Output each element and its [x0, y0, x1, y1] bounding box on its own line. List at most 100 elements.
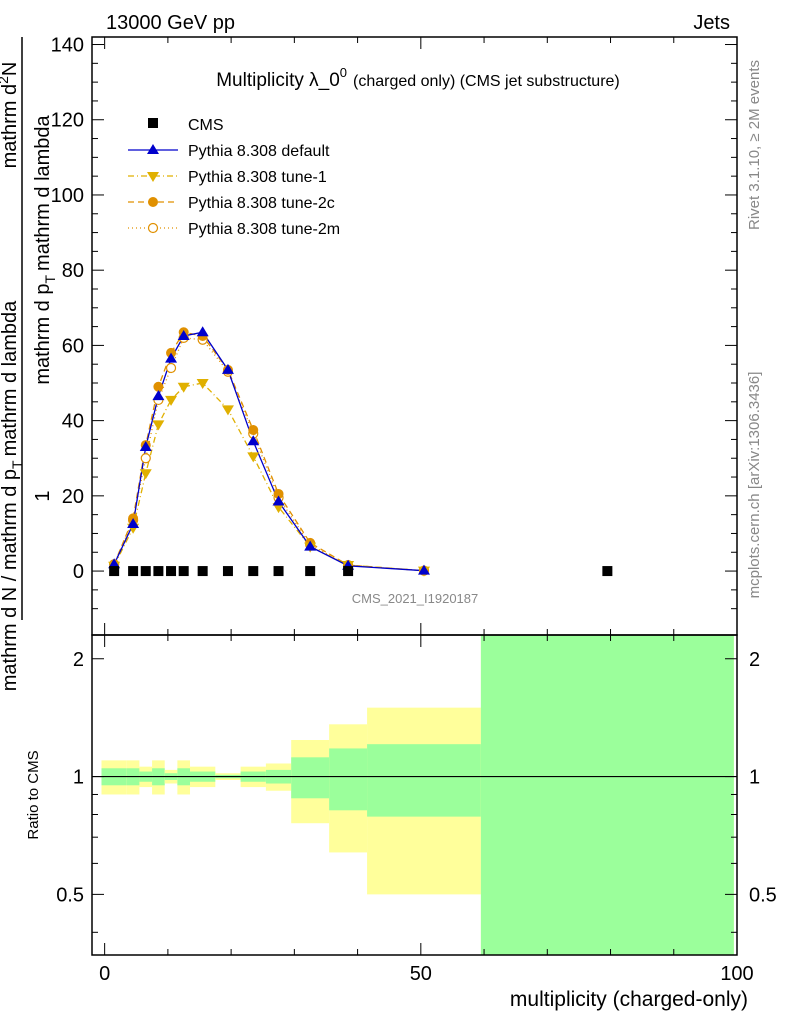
data-point-cms	[602, 566, 613, 577]
legend-entry-default: Pythia 8.308 default	[128, 143, 330, 160]
data-point-cms	[178, 566, 189, 577]
data-point-tune1	[272, 503, 285, 514]
legend: CMS Pythia 8.308 default Pythia 8.308 tu…	[128, 117, 340, 238]
legend-marker-tune1	[147, 172, 159, 182]
ratio-band-inner	[480, 635, 734, 955]
data-point-tune2c	[153, 381, 164, 392]
ratio-ylabel: Ratio to CMS	[25, 750, 42, 839]
data-point-cms	[109, 566, 120, 577]
ratio-frame	[91, 634, 738, 956]
ylabel-num-tail: N	[0, 62, 21, 76]
ratio-tick-label-right: 0.5	[749, 884, 777, 906]
legend-label-tune2c: Pythia 8.308 tune-2c	[188, 195, 335, 212]
data-point-cms	[197, 566, 208, 577]
plot-title: Multiplicity λ_00 (charged only) (CMS jet…	[216, 65, 620, 91]
ylabel-num: mathrm d	[0, 84, 21, 168]
ylabel-inner-den: mathrm d pTmathrm d lambda	[32, 114, 58, 384]
ylabel-den-a: mathrm d N / mathrm d p	[0, 469, 21, 691]
y-tick-label: 140	[51, 35, 84, 57]
ylabel-den2-tail: mathrm d lambda	[32, 114, 54, 270]
legend-marker-tune2m	[147, 222, 159, 234]
legend-label-default: Pythia 8.308 default	[188, 143, 330, 160]
data-point-tune1	[196, 379, 209, 390]
series-line-tune1	[113, 382, 425, 572]
legend-entry-cms: CMS	[148, 117, 224, 134]
ratio-tick-label-right: 1	[749, 767, 760, 789]
legend-marker-tune2c	[148, 197, 158, 207]
series-line-default	[113, 331, 425, 572]
legend-marker-cms	[148, 118, 158, 128]
y-tick-label: 100	[51, 185, 84, 207]
header-right: Jets	[693, 12, 730, 34]
legend-entry-tune2m: Pythia 8.308 tune-2m	[128, 221, 340, 238]
legend-label-tune2m: Pythia 8.308 tune-2m	[188, 221, 340, 238]
ylabel-den-sub: T	[9, 460, 25, 469]
x-tick-label: 50	[410, 963, 432, 985]
header-left: 13000 GeV pp	[106, 12, 235, 34]
data-point-default	[304, 540, 317, 551]
ratio-band-inner	[367, 744, 481, 817]
x-tick-label: 0	[99, 963, 110, 985]
ylabel-num-sup: 2	[0, 76, 11, 84]
data-point-tune2m	[140, 453, 151, 464]
y-tick-label: 0	[73, 561, 84, 583]
data-point-default	[196, 326, 209, 337]
analysis-watermark: CMS_2021_I1920187	[352, 591, 479, 606]
data-point-cms	[153, 566, 164, 577]
data-point-cms	[273, 566, 284, 577]
data-point-default	[139, 440, 152, 451]
y-tick-label: 20	[62, 486, 84, 508]
data-point-tune1	[177, 382, 190, 393]
y-tick-label: 80	[62, 260, 84, 282]
rivet-label: Rivet 3.1.10, ≥ 2M events	[746, 60, 763, 230]
ylabel-den-tail: mathrm d lambda	[0, 300, 21, 456]
data-point-tune2c	[248, 425, 259, 436]
ratio-tick-label-left: 2	[73, 649, 84, 671]
data-point-cms	[166, 566, 177, 577]
y-tick-label: 40	[62, 411, 84, 433]
plot-title-main: Multiplicity λ_0	[216, 70, 340, 91]
data-point-default	[177, 330, 190, 340]
data-point-cms	[248, 566, 259, 577]
ylabel-den2-sub: T	[42, 275, 58, 284]
x-tick-label: 100	[720, 963, 753, 985]
ratio-band-inner	[291, 757, 330, 799]
ratio-tick-label-left: 1	[73, 767, 84, 789]
mcplots-label: mcplots.cern.ch [arXiv:1306.3436]	[746, 372, 763, 599]
legend-entry-tune2c: Pythia 8.308 tune-2c	[128, 195, 335, 212]
data-point-tune1	[165, 395, 178, 406]
data-point-tune2c	[273, 488, 284, 499]
data-point-tune2m	[165, 362, 177, 374]
data-point-cms	[140, 566, 151, 577]
ylabel-numerator-one: 1	[32, 490, 54, 501]
data-point-default	[152, 390, 165, 401]
data-point-tune1	[139, 469, 152, 480]
ylabel-inner-fraction: mathrm d2N	[0, 62, 21, 169]
ratio-band-inner	[329, 748, 368, 811]
data-point-cms	[343, 566, 354, 577]
data-point-default	[165, 352, 178, 363]
ylabel-den2: mathrm d p	[32, 284, 54, 385]
data-point-tune1	[152, 420, 165, 431]
data-point-default	[108, 558, 121, 569]
x-axis-label: multiplicity (charged-only)	[510, 988, 748, 1011]
main-panel: 0 50 100 0 20 40 60 80 100 120 140 0.5 0.5 1 1 2 2	[51, 35, 777, 985]
legend-marker-default	[147, 144, 159, 154]
data-point-cms	[305, 566, 316, 577]
series-line-tune2m	[113, 337, 425, 572]
ratio-tick-label-right: 2	[749, 649, 760, 671]
legend-label-tune1: Pythia 8.308 tune-1	[188, 169, 327, 186]
legend-entry-tune1: Pythia 8.308 tune-1	[128, 169, 327, 186]
data-point-default	[417, 564, 430, 575]
data-point-default	[247, 435, 260, 446]
data-point-default	[221, 363, 234, 374]
data-point-cms	[128, 566, 139, 577]
data-point-tune1	[247, 452, 260, 463]
main-ylabel: 1 mathrm d N / mathrm d pTmathrm d lambd…	[0, 37, 58, 691]
data-point-tune1	[221, 405, 234, 416]
data-point-default	[272, 495, 285, 506]
y-tick-label: 60	[62, 335, 84, 357]
plot-title-sup: 0	[340, 65, 347, 80]
series-line-tune2c	[113, 331, 425, 572]
